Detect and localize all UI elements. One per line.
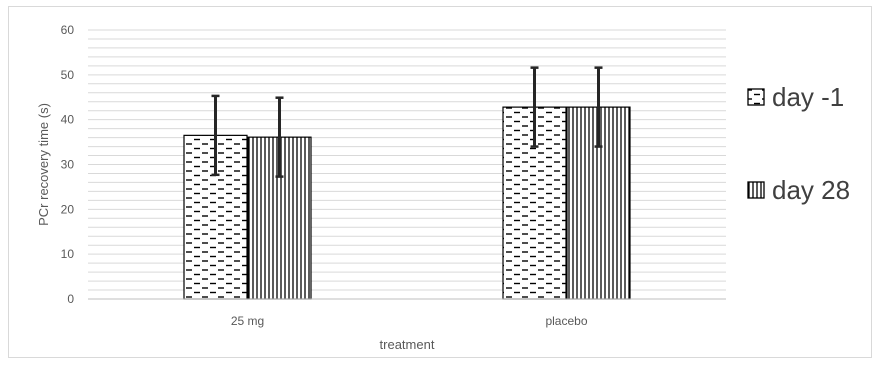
y-tick-label: 20 xyxy=(61,202,75,216)
bars xyxy=(183,106,631,300)
legend: day -1 day 28 xyxy=(747,82,850,205)
x-axis-title: treatment xyxy=(380,337,435,352)
legend-label: day 28 xyxy=(772,175,850,205)
legend-label: day -1 xyxy=(772,82,844,112)
chart-frame xyxy=(8,6,872,358)
x-tick-label: placebo xyxy=(545,314,587,328)
legend-swatch xyxy=(747,181,765,199)
y-tick-label: 60 xyxy=(61,23,75,37)
x-tick-label: 25 mg xyxy=(231,314,264,328)
y-tick-label: 0 xyxy=(67,292,74,306)
y-tick-label: 30 xyxy=(61,158,75,172)
legend-swatch xyxy=(747,88,765,106)
y-tick-label: 10 xyxy=(61,247,75,261)
y-tick-label: 50 xyxy=(61,68,75,82)
error-bars xyxy=(211,66,603,178)
y-axis-ticks: 0 10 20 30 40 50 60 xyxy=(61,23,75,306)
x-axis-ticks: 25 mg placebo xyxy=(231,314,588,328)
y-axis-title: PCr recovery time (s) xyxy=(36,103,51,226)
y-tick-label: 40 xyxy=(61,113,75,127)
